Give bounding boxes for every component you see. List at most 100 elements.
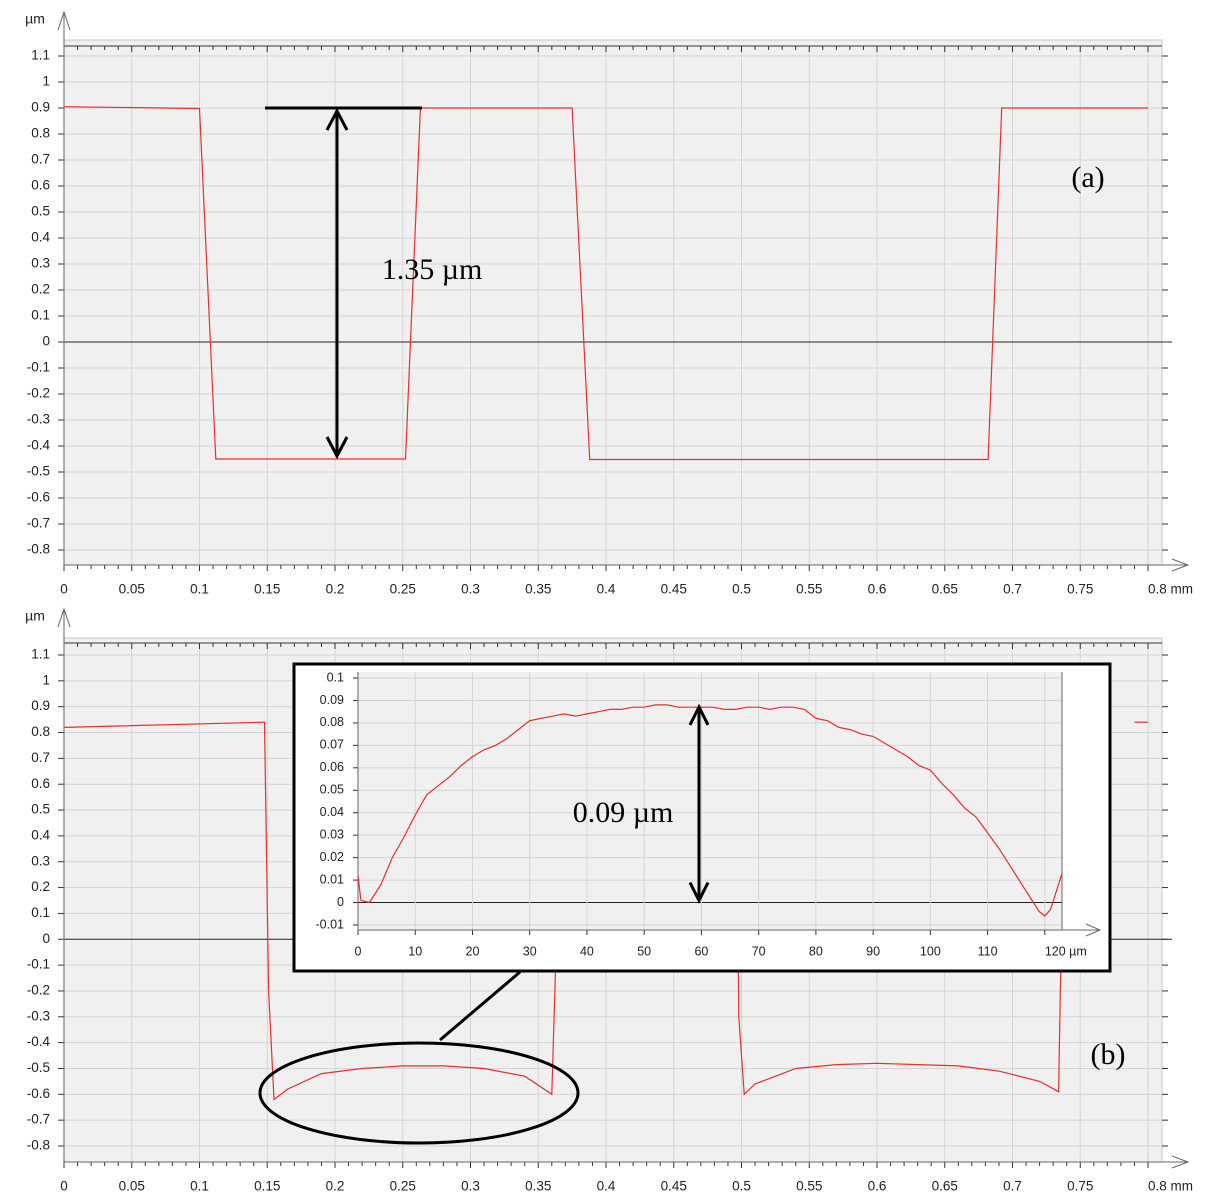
y-tick-label: 0.8 [31,724,50,739]
zoom-connector [439,970,521,1042]
inset-y-tick-label: 0.08 [320,715,344,729]
y-tick-label: 0 [42,334,50,349]
y-tick-label: -0.4 [27,1034,51,1049]
x-tick-label: 0.35 [525,582,551,597]
measure-label-b: 0.09 µm [573,796,674,829]
y-unit-label: µm [25,11,45,27]
inset-x-tick-label: 0 [355,944,362,958]
arrowhead-up [325,107,349,131]
y-tick-label: 0.5 [31,204,50,219]
profile-line [735,722,1064,1096]
y-tick-label: 0.5 [31,802,50,817]
y-tick-label: 0.4 [31,827,50,842]
x-axis-arrow [1171,1155,1190,1169]
y-tick-label: -0.2 [27,983,50,998]
plot-area [63,39,1163,566]
inset-y-tick-label: 0.02 [320,850,344,864]
x-axis-arrow [1171,558,1190,572]
y-tick-label: 0.4 [31,230,50,245]
y-tick-label: -0.8 [27,1138,50,1153]
inset-x-tick-label: 120 µm [1045,944,1087,958]
y-tick-label: -0.3 [27,1008,50,1023]
y-tick-label: 1 [42,74,50,89]
x-tick-label: 0.65 [932,582,958,597]
y-tick-label: -0.6 [27,490,50,505]
y-axis-arrow [57,10,71,31]
inset-y-tick-label: 0.06 [320,760,344,774]
x-tick-label: 0.1 [190,1179,209,1194]
x-tick-label: 0.15 [254,582,280,597]
inset-x-tick-label: 60 [694,944,708,958]
inset-x-tick-label: 70 [752,944,766,958]
y-tick-label: -0.2 [27,386,50,401]
y-tick-label: 0.3 [31,853,50,868]
y-tick-label: 0.6 [31,776,50,791]
x-tick-label: 0.45 [661,582,687,597]
arrowhead-up [688,703,710,726]
y-tick-label: 0.8 [31,126,50,141]
y-axis-arrow [57,607,71,628]
inset-x-tick-label: 10 [408,944,422,958]
panel-a-chart: 0 0.05 0.1 0.15 0.2 0.25 0.3 0.35 0.4 0.45 0.5 0.55… [25,10,1193,597]
inset-y-tick-label: 0.07 [320,738,344,752]
measure-label-a: 1.35 µm [382,253,483,286]
x-tick-label: 0.6 [868,582,887,597]
inset-y-tick-label: 0.05 [320,783,344,797]
y-tick-label: 0.9 [31,100,50,115]
x-tick-label: 0.7 [1003,1179,1022,1194]
x-tick-label: 0.15 [254,1179,280,1194]
y-tick-label: -0.4 [27,438,51,453]
x-tick-label: 0.8 mm [1148,582,1193,597]
x-tick-label: 0.2 [326,1179,345,1194]
inset-x-tick-label: 80 [809,944,823,958]
y-tick-label: 0.7 [31,750,50,765]
x-tick-label: 0.8 mm [1148,1179,1193,1194]
y-tick-label: -0.3 [27,412,50,427]
x-tick-label: 0.5 [732,1179,751,1194]
y-tick-label: 1 [42,672,50,687]
inset-y-tick-label: 0.01 [320,872,344,886]
y-tick-label: -0.1 [27,360,50,375]
arrowhead-down [325,436,349,460]
x-tick-label: 0.7 [1003,582,1022,597]
inset-x-tick-label: 50 [637,944,651,958]
x-tick-label: 0.35 [525,1179,551,1194]
y-tick-label: -0.7 [27,516,50,531]
y-tick-label: 0.1 [31,308,50,323]
inset-x-tick-label: 110 [978,944,998,958]
inset-x-tick-label: 90 [866,944,880,958]
x-tick-label: 0 [60,1179,68,1194]
inset-y-tick-label: 0 [337,895,344,909]
panel-label: (a) [1071,161,1104,194]
annotations: 1.35 µm [258,106,580,1145]
profile-line [63,106,1148,461]
y-tick-label: -0.5 [27,464,50,479]
y-tick-label: 0.2 [31,879,50,894]
inset-profile-line [357,704,1063,917]
y-tick-label: 0.7 [31,152,50,167]
x-tick-label: 0.25 [390,1179,416,1194]
inset-x-tick-label: 30 [523,944,537,958]
x-tick-label: 0.05 [119,1179,145,1194]
inset-chart: 0.1 0.09 0.08 0.07 0.06 0.05 0.04 0.03 0.02 0.01 0… [292,662,1112,973]
x-tick-label: 0.75 [1067,582,1093,597]
x-tick-label: 0.2 [326,582,345,597]
inset-y-tick-label: 0.09 [320,693,344,707]
x-tick-label: 0.05 [119,582,145,597]
x-tick-label: 0.65 [932,1179,958,1194]
x-tick-label: 0 [60,582,68,597]
arrowhead-down [688,881,710,904]
y-tick-label: -0.5 [27,1060,50,1075]
y-tick-label: 1.1 [31,647,50,662]
inset-y-tick-label: 0.04 [320,805,344,819]
x-tick-label: 0.55 [796,582,822,597]
x-tick-label: 0.4 [597,1179,616,1194]
y-tick-label: 0.9 [31,698,50,713]
y-tick-label: 0.6 [31,178,50,193]
y-tick-label: 0.2 [31,282,50,297]
inset-y-tick-label: -0.01 [316,917,345,931]
inset-x-tick-label: 100 [920,944,941,958]
x-tick-label: 0.3 [461,1179,480,1194]
x-tick-label: 0.45 [661,1179,687,1194]
